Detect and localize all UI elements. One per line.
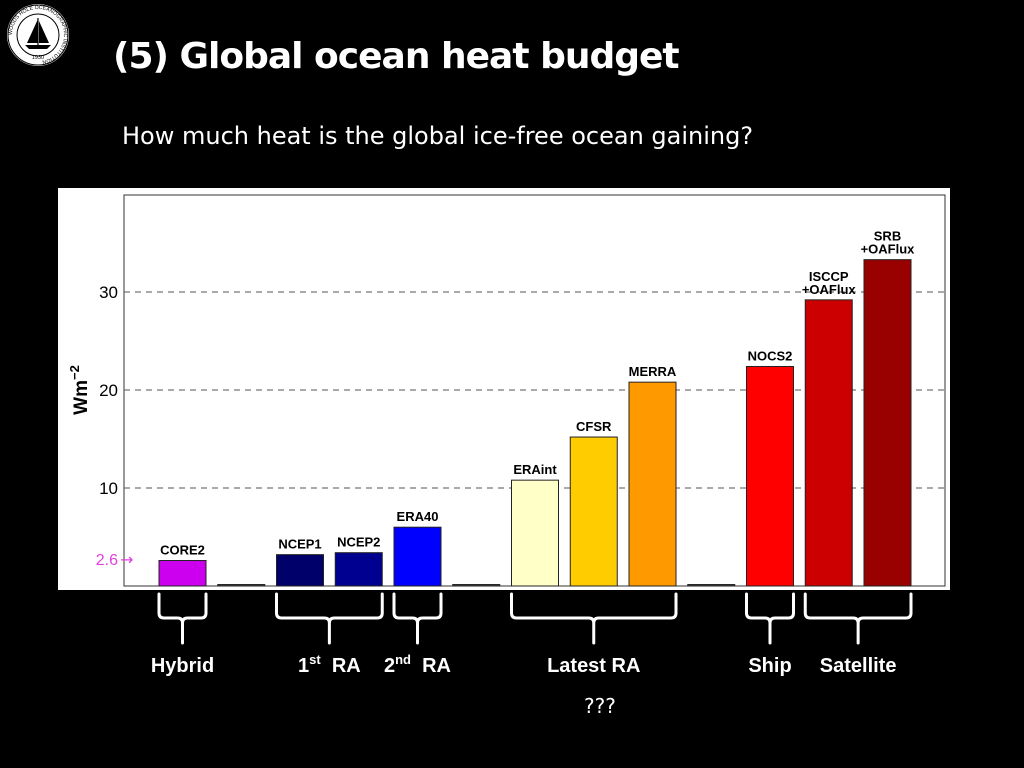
bar-label: ERAint	[513, 462, 557, 477]
bar-empty	[687, 584, 736, 587]
bar-empty	[217, 584, 266, 587]
bar-nocs2	[746, 365, 794, 587]
group-brackets	[157, 592, 913, 645]
bar-label: ERA40	[397, 509, 439, 524]
bar-isccp	[804, 299, 853, 587]
group-label: Ship	[748, 655, 791, 677]
group-labels: Hybrid 1st RA 2nd RA Latest RA Ship Satellite	[151, 652, 897, 677]
bar-cfsr	[569, 436, 618, 587]
bars	[158, 259, 912, 587]
bar-label: CORE2	[160, 543, 205, 558]
bar-core2	[158, 560, 207, 587]
slide-subtitle: How much heat is the global ice-free oce…	[122, 122, 754, 150]
bar-eraint	[511, 479, 559, 587]
group-bracket	[157, 592, 208, 645]
group-label: 2nd RA	[384, 652, 451, 677]
y-axis-label-base: Wm	[71, 380, 92, 415]
y-tick-label: 30	[99, 283, 118, 302]
bar-ncep1	[276, 554, 324, 587]
group-bracket	[510, 592, 678, 645]
logo-year: 1930	[32, 55, 44, 61]
bar-label: MERRA	[629, 364, 677, 379]
bar-label: NCEP1	[278, 537, 321, 552]
bar-label: ISCCP	[809, 269, 849, 284]
y-axis-label-exponent: −2	[67, 365, 82, 380]
y-tick-label: 20	[99, 381, 118, 400]
bar-srb	[863, 259, 912, 587]
group-label: 1st RA	[298, 652, 361, 677]
footnote-question: ???	[584, 694, 616, 718]
group-label: Hybrid	[151, 655, 214, 677]
annotation-arrow-icon: →	[120, 550, 133, 569]
group-label: Satellite	[820, 655, 897, 677]
bar-empty	[452, 584, 501, 587]
group-bracket	[803, 592, 913, 645]
bar-label: NCEP2	[337, 535, 380, 550]
annotation-value: 2.6	[96, 552, 118, 569]
bar-labels: CORE2 NCEP1 NCEP2 ERA40 ERAint CFSR MERRA NOCS2…	[160, 229, 915, 558]
y-tick-label: 10	[99, 479, 118, 498]
group-bracket	[392, 592, 443, 645]
sailing-ship-icon	[25, 18, 51, 49]
bar-label: NOCS2	[748, 348, 793, 363]
y-axis-ticks: 10 20 30	[99, 283, 118, 498]
group-bracket	[275, 592, 384, 645]
bar-label: +OAFlux	[802, 282, 857, 297]
bar-label: CFSR	[576, 419, 612, 434]
bar-ncep2	[334, 552, 383, 587]
group-label: Latest RA	[547, 655, 640, 677]
bar-label: SRB	[874, 229, 901, 244]
group-bracket	[745, 592, 795, 645]
institution-logo: WOODS HOLE OCEANOGRAPHIC INSTITUTION 193…	[7, 4, 69, 66]
slide-title: (5) Global ocean heat budget	[113, 36, 680, 77]
bar-label: +OAFlux	[861, 242, 916, 257]
bar-merra	[628, 381, 677, 587]
bar-era40	[393, 526, 442, 587]
y-axis-label: Wm−2	[67, 365, 92, 415]
